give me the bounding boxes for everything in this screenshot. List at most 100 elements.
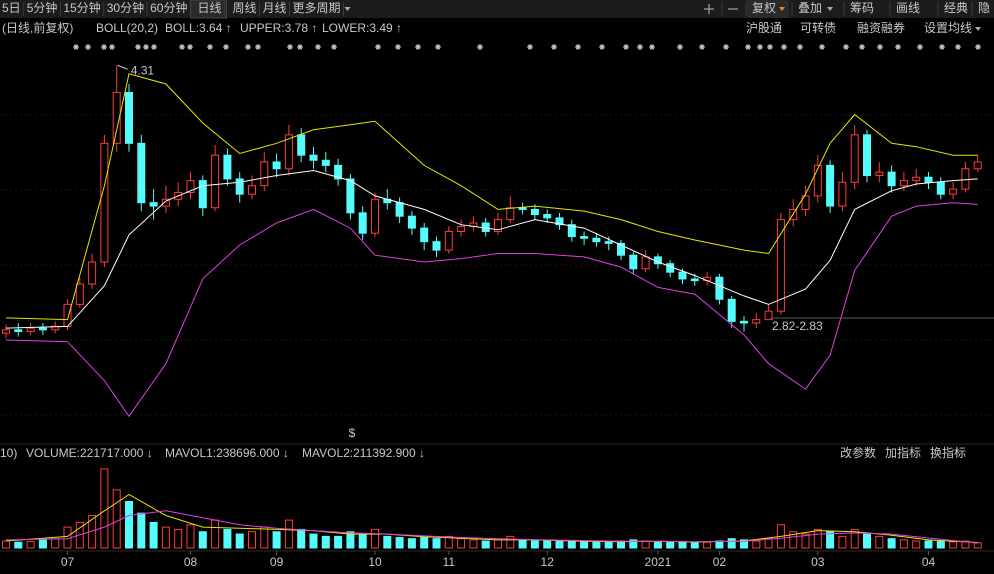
candle-body [961,168,970,190]
period-tab[interactable]: 月线 [262,1,286,15]
volume-bar [2,540,10,549]
tool-button[interactable]: 筹码 [850,1,874,15]
cost-line-label: 2.82-2.83 [772,319,823,333]
volume-bar [961,540,970,549]
volume-bar [309,533,318,549]
info-link[interactable]: 可转债 [800,20,836,35]
zoom-in-icon[interactable] [704,4,714,14]
event-marker[interactable] [649,44,655,50]
event-marker[interactable] [637,44,643,50]
info-link[interactable]: 融资融券 [857,20,905,35]
candle-body [641,256,650,270]
period-tab[interactable]: 更多周期 [292,1,340,15]
volume-bar [727,538,736,549]
dropdown-caret [344,7,351,11]
event-marker[interactable] [109,44,115,50]
event-marker[interactable] [73,44,79,50]
volume-bar [912,540,921,549]
event-marker[interactable] [435,44,441,50]
event-marker[interactable] [819,44,825,50]
event-marker[interactable] [745,44,751,50]
candle-body [863,134,871,177]
event-marker[interactable] [297,44,303,50]
event-marker[interactable] [939,44,945,50]
event-marker[interactable] [143,44,149,50]
event-marker[interactable] [917,44,923,50]
info-link[interactable]: 设置均线 [924,21,972,35]
candle-body [235,178,244,195]
indicator-link[interactable]: 换指标 [930,445,966,460]
indicator-link[interactable]: 改参数 [840,445,876,460]
volume-bar [924,540,933,549]
tool-button[interactable]: 经典 [944,1,968,15]
x-tick-label: 10 [368,555,382,569]
candle-body [223,154,232,180]
volume-bar [235,533,244,549]
event-marker[interactable] [527,44,533,50]
event-marker[interactable] [781,44,787,50]
event-marker[interactable] [599,44,605,50]
event-marker[interactable] [287,44,293,50]
period-tab[interactable]: 5日 [2,1,21,15]
event-marker[interactable] [551,44,557,50]
volume-bar [481,540,490,549]
period-tab[interactable]: 15分钟 [63,0,100,15]
volume-bar [137,512,146,549]
period-tab[interactable]: 30分钟 [107,0,144,15]
candle-body [309,154,318,161]
volume-bar [469,539,478,549]
volume-bar [272,531,281,549]
candle-body [727,298,736,322]
candle-body [297,134,306,156]
event-marker[interactable] [677,44,683,50]
event-marker[interactable] [723,44,729,50]
event-marker[interactable] [477,44,483,50]
tool-button[interactable]: 叠加 [798,1,822,15]
event-marker[interactable] [85,44,91,50]
period-tab[interactable]: 5分钟 [27,0,58,15]
event-marker[interactable] [623,44,629,50]
event-marker[interactable] [187,44,193,50]
event-marker[interactable] [975,44,981,50]
event-marker[interactable] [895,44,901,50]
period-tab[interactable]: 60分钟 [150,0,187,15]
event-marker[interactable] [151,44,157,50]
candle-body [481,222,490,232]
bollinger-line [5,202,978,418]
event-marker[interactable] [255,44,261,50]
event-marker[interactable] [757,44,763,50]
event-marker[interactable] [101,44,107,50]
event-marker[interactable] [955,44,961,50]
event-marker[interactable] [223,44,229,50]
info-link[interactable]: 沪股通 [746,21,782,35]
event-marker[interactable] [135,44,141,50]
event-marker[interactable] [395,44,401,50]
event-marker[interactable] [877,44,883,50]
volume-bar [297,528,306,549]
adjust-dropdown[interactable]: 复权 [752,1,776,15]
period-tab[interactable]: 周线 [232,1,256,15]
event-marker[interactable] [315,44,321,50]
event-marker[interactable] [207,44,213,50]
event-marker[interactable] [331,44,337,50]
event-marker[interactable] [797,44,803,50]
event-marker[interactable] [179,44,185,50]
tool-button[interactable]: 隐 [978,1,990,15]
indicator-link[interactable]: 加指标 [885,445,921,460]
event-marker[interactable] [859,44,865,50]
event-marker[interactable] [575,44,581,50]
candle-body [567,224,576,238]
event-marker[interactable] [245,44,251,50]
event-marker[interactable] [843,44,849,50]
event-marker[interactable] [415,44,421,50]
event-marker[interactable] [375,44,381,50]
volume-bar [887,538,896,549]
period-tab-active[interactable]: 日线 [197,1,221,15]
volume-bar [444,535,453,549]
candle-body [38,327,47,331]
candle-body [100,142,109,263]
event-marker[interactable] [767,44,773,50]
candle-body [530,208,539,216]
tool-button[interactable]: 画线 [896,1,920,15]
event-marker[interactable] [699,44,705,50]
